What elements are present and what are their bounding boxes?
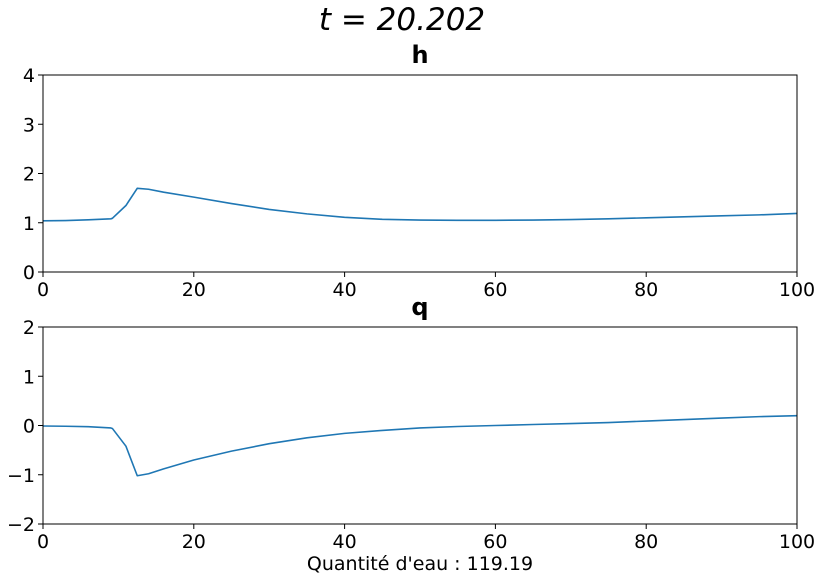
x-tick-label-h: 80 [634, 279, 658, 301]
y-tick-label-h: 2 [23, 164, 35, 186]
series-line-h [42, 187, 798, 222]
y-tick-label-q: 0 [23, 416, 35, 438]
y-tick-label-q: −1 [7, 465, 35, 487]
x-tick-label-q: 20 [182, 531, 206, 553]
x-tick-label-h: 60 [483, 279, 507, 301]
y-tick-label-h: 3 [23, 114, 35, 136]
x-tick-label-q: 40 [333, 531, 357, 553]
x-tick-label-q: 60 [483, 531, 507, 553]
y-tick-label-h: 1 [23, 213, 35, 235]
y-tick-label-h: 4 [23, 65, 35, 87]
plot-title-h: h [411, 41, 428, 69]
plot-title-q: q [411, 293, 428, 321]
y-tick-label-q: 2 [23, 317, 35, 339]
x-tick-label-q: 100 [779, 531, 815, 553]
x-tick-label-h: 0 [37, 279, 49, 301]
x-tick-label-h: 100 [779, 279, 815, 301]
axes-frame-h [42, 74, 798, 273]
y-tick-label-q: −2 [7, 514, 35, 536]
axes-q: q 0 20 40 60 80 100 −2 −1 0 1 2 Quantité d'eau : 119… [7, 293, 815, 575]
axes-frame-q [42, 326, 798, 525]
y-tick-label-h: 0 [23, 262, 35, 284]
series-line-q [42, 414, 798, 477]
axes-h: h 0 20 40 60 80 100 0 1 2 3 4 [23, 41, 815, 301]
x-tick-label-q: 0 [37, 531, 49, 553]
y-tick-label-q: 1 [23, 366, 35, 388]
figure-suptitle: t = 20.202 [319, 2, 485, 38]
x-tick-label-h: 20 [182, 279, 206, 301]
x-tick-label-q: 80 [634, 531, 658, 553]
x-tick-label-h: 40 [333, 279, 357, 301]
x-axis-label-q: Quantité d'eau : 119.19 [307, 553, 533, 575]
